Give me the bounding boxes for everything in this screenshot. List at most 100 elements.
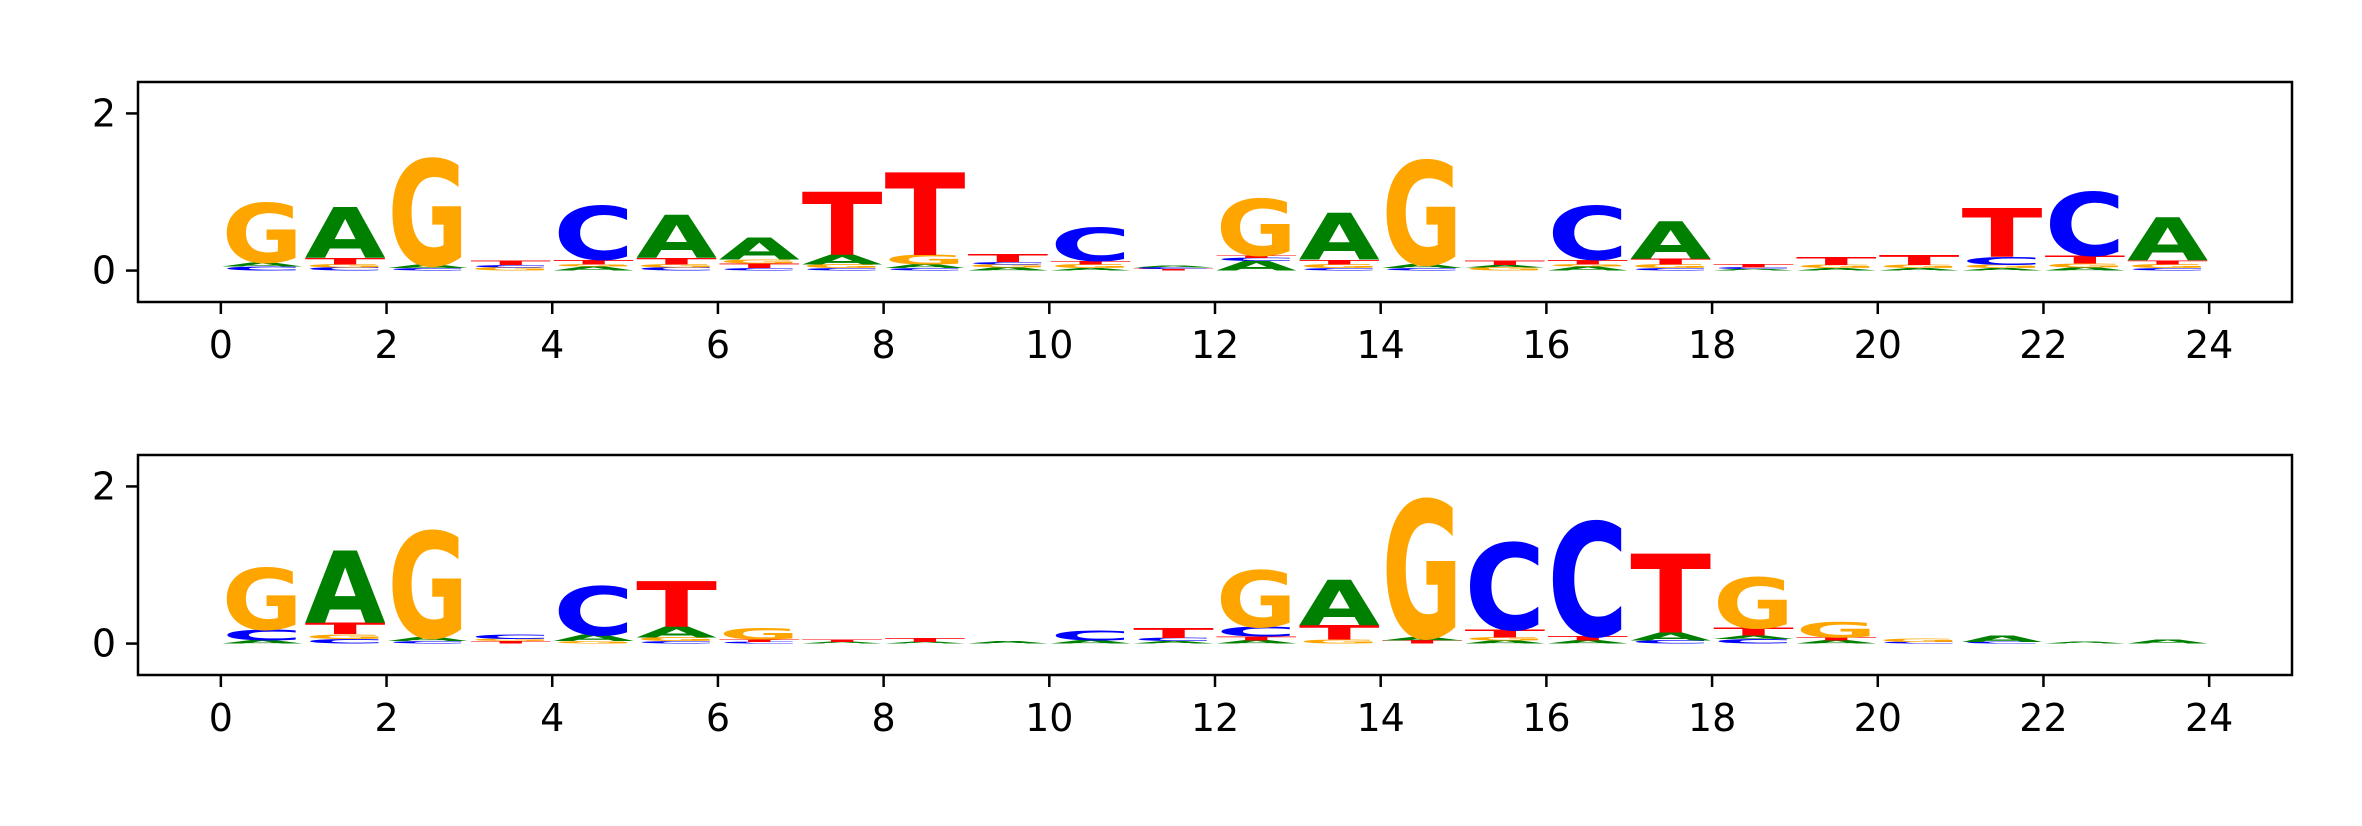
top-logo-letter-C-pos14: C: [1382, 268, 1463, 272]
top-logo-letter-A-pos13: A: [1299, 200, 1380, 275]
top-logo-letter-T-pos4: T: [553, 258, 634, 266]
top-logo-letter-G-pos9: G: [967, 263, 1048, 268]
top-logo-letter-T-pos5: T: [636, 256, 717, 266]
bottom-logo-letter-C-pos1: C: [305, 638, 386, 645]
bottom-logo-letter-C-pos3: C: [470, 633, 551, 640]
bottom-logo-letter-A-pos16: A: [1547, 640, 1628, 645]
bottom-logo-letter-A-pos9: A: [967, 641, 1048, 645]
bottom-logo-letter-C-pos18: C: [1713, 638, 1794, 645]
top-logo-letter-A-pos4: A: [553, 266, 634, 272]
top-logo-letter-A-pos22: A: [2044, 267, 2125, 272]
top-logo-letter-A-pos5: A: [636, 204, 717, 273]
bottom-logo-letter-C-pos15: C: [1465, 520, 1546, 658]
top-logo-letter-T-pos18: T: [1713, 263, 1794, 268]
top-logo-letter-C-pos22: C: [2044, 176, 2125, 276]
bottom-logo-letter-T-pos16: T: [1547, 634, 1628, 642]
top-logo-letter-T-pos6: T: [719, 262, 800, 270]
bottom-logo-letter-T-pos7: T: [802, 639, 883, 643]
top-logo-letter-C-pos1: C: [305, 267, 386, 272]
top-logo-y-tick-label: 0: [92, 249, 116, 293]
bottom-logo-letter-A-pos17: A: [1630, 630, 1712, 643]
bottom-logo-letter-A-pos12: A: [1216, 640, 1297, 645]
top-logo-letter-C-pos17: C: [1630, 268, 1711, 272]
top-logo-letter-A-pos11: A: [1133, 265, 1214, 268]
bottom-logo-letter-A-pos0: A: [222, 640, 303, 645]
bottom-logo-letter-C-pos11: C: [1133, 637, 1214, 642]
top-logo-letter-G-pos17: G: [1630, 263, 1711, 269]
top-logo-letter-T-pos19: T: [1796, 255, 1877, 268]
top-logo-letter-G-pos14: G: [1382, 133, 1463, 298]
top-logo-x-tick-label: 16: [1522, 323, 1570, 367]
top-logo-letter-A-pos16: A: [1547, 266, 1628, 272]
bottom-logo-letter-A-pos14: A: [1382, 636, 1463, 641]
bottom-logo-letter-A-pos18: A: [1713, 635, 1794, 640]
bottom-logo-letter-A-pos11: A: [1133, 641, 1214, 645]
bottom-logo-y-axis: 02: [92, 464, 138, 666]
top-logo-letter-C-pos0: C: [222, 266, 303, 272]
top-logo-letter-C-pos13: C: [1299, 268, 1380, 272]
top-logo-letter-G-pos15: G: [1465, 267, 1546, 272]
top-logo-letter-A-pos6: A: [719, 232, 801, 267]
bottom-logo-letter-A-pos23: A: [2127, 639, 2208, 645]
top-logo-letter-G-pos0: G: [222, 188, 303, 282]
bottom-logo-x-tick-label: 6: [706, 696, 730, 740]
top-logo-letter-G-pos21: G: [1962, 264, 2043, 269]
bottom-logo-x-tick-label: 14: [1357, 696, 1405, 740]
bottom-logo-letter-C-pos6: C: [719, 642, 800, 644]
top-logo-letter-G-pos2: G: [388, 132, 469, 301]
bottom-logo-x-tick-label: 20: [1854, 696, 1902, 740]
top-logo-letter-T-pos12: T: [1216, 255, 1297, 259]
top-logo-letter-G-pos19: G: [1796, 264, 1877, 269]
bottom-logo-letter-C-pos4: C: [553, 573, 634, 651]
bottom-logo-letter-A-pos8: A: [885, 642, 966, 645]
top-logo-letter-A-pos2: A: [388, 264, 469, 269]
top-logo-x-tick-label: 24: [2185, 323, 2233, 367]
top-logo-letter-A-pos10: A: [1050, 268, 1131, 272]
top-logo-x-tick-label: 6: [706, 323, 730, 367]
top-logo-letter-T-pos13: T: [1299, 258, 1380, 266]
bottom-logo-letter-G-pos3: G: [470, 638, 551, 642]
top-logo-letter-T-pos15: T: [1465, 259, 1546, 267]
bottom-logo-letter-A-pos13: A: [1299, 568, 1380, 641]
bottom-logo-letter-A-pos19: A: [1796, 640, 1877, 645]
top-logo-letter-A-pos0: A: [222, 262, 303, 268]
bottom-logo-letter-G-pos13: G: [1299, 639, 1380, 645]
top-logo-x-tick-label: 0: [209, 323, 233, 367]
bottom-logo-x-tick-label: 24: [2185, 696, 2233, 740]
top-logo-x-tick-label: 22: [2019, 323, 2067, 367]
top-logo-letter-A-pos7: A: [802, 252, 883, 267]
top-logo-letter-T-pos3: T: [470, 259, 551, 267]
top-logo-y-tick-label: 2: [92, 91, 116, 135]
top-logo-x-axis: 0 2 4 6 8 10 12 14 16 18 20 22 24: [209, 302, 2233, 367]
top-logo-letter-C-pos6: C: [719, 268, 800, 272]
bottom-logo-letter-C-pos17: C: [1630, 640, 1711, 645]
top-logo-letter-T-pos9: T: [967, 252, 1048, 265]
top-logo-letter-C-pos8: C: [885, 268, 966, 272]
top-logo-letter-A-pos21: A: [1962, 268, 2043, 272]
bottom-logo-letter-C-pos21: C: [1962, 642, 2043, 644]
bottom-logo-x-tick-label: 10: [1025, 696, 1073, 740]
bottom-logo-letter-T-pos3: T: [470, 641, 551, 645]
top-logo-letter-A-pos20: A: [1879, 268, 1960, 272]
bottom-logo-letter-T-pos14: T: [1382, 640, 1463, 645]
top-logo-letter-A-pos15: A: [1465, 264, 1546, 268]
top-logo-letter-C-pos5: C: [636, 267, 717, 272]
bottom-logo-letter-C-pos20: C: [1879, 642, 1960, 644]
top-logo-letter-G-pos1: G: [305, 263, 386, 268]
bottom-logo-letter-T-pos1: T: [305, 619, 386, 638]
bottom-logo-letter-A-pos15: A: [1465, 640, 1546, 645]
top-logo-letter-C-pos16: C: [1547, 192, 1628, 277]
top-logo-letter-G-pos6: G: [719, 259, 800, 265]
top-logo-letter-G-pos23: G: [2127, 263, 2208, 269]
bottom-logo-x-tick-label: 22: [2019, 696, 2067, 740]
top-logo-letter-A-pos8: A: [885, 263, 966, 269]
bottom-logo-x-tick-label: 0: [209, 696, 233, 740]
top-logo-letter-G-pos20: G: [1879, 264, 1960, 269]
top-logo-letter-A-pos9: A: [967, 267, 1048, 272]
bottom-logo-letter-G-pos20: G: [1879, 638, 1960, 643]
bottom-logo-letter-G-pos6: G: [719, 625, 800, 644]
top-logo-letter-T-pos7: T: [802, 176, 883, 276]
